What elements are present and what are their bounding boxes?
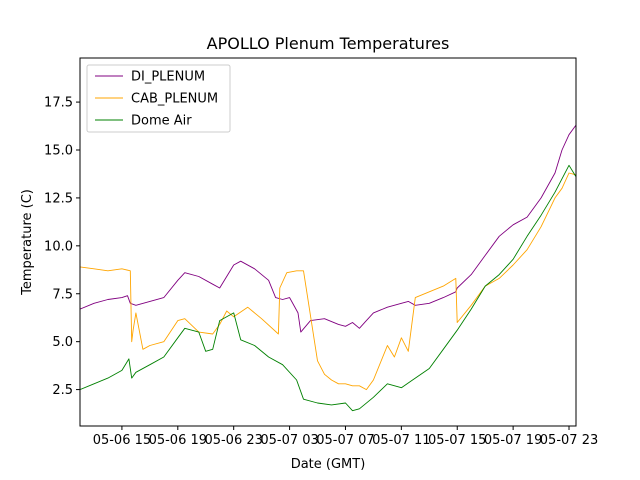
x-tick-label-0: 05-06 15: [93, 433, 151, 448]
series-line-di-plenum: [80, 124, 576, 333]
series-line-cab-plenum: [80, 172, 576, 391]
series-layer: [80, 124, 576, 412]
x-tick-label-8: 05-07 23: [540, 433, 598, 448]
plot-area: [79, 57, 577, 427]
x-tick-label-2: 05-06 23: [204, 433, 262, 448]
x-axis-label: Date (GMT): [291, 457, 366, 472]
y-tick-label-3: 10.0: [44, 239, 73, 254]
x-tick-label-3: 05-07 03: [260, 433, 318, 448]
chart-title: APOLLO Plenum Temperatures: [207, 34, 450, 53]
legend: DI_PLENUM CAB_PLENUM Dome Air: [86, 64, 231, 133]
x-tick-label-7: 05-07 19: [484, 433, 542, 448]
x-tick-label-6: 05-07 15: [428, 433, 486, 448]
y-tick-label-5: 15.0: [44, 144, 73, 159]
y-tick-label-1: 5.0: [52, 335, 73, 350]
y-tick-label-6: 17.5: [44, 96, 73, 111]
x-tick-label-1: 05-06 19: [149, 433, 207, 448]
legend-label-1: CAB_PLENUM: [131, 92, 218, 107]
x-tick-label-5: 05-07 11: [372, 433, 430, 448]
y-axis: 2.5 5.0 7.5 10.0 12.5 15.0 17.5: [44, 96, 80, 398]
y-tick-label-4: 12.5: [44, 191, 73, 206]
plot-frame: [79, 57, 577, 427]
legend-frame: [86, 64, 231, 133]
y-tick-label-2: 7.5: [52, 287, 73, 302]
series-line-dome-air: [80, 164, 576, 412]
y-axis-label: Temperature (C): [20, 189, 35, 296]
y-tick-label-0: 2.5: [52, 383, 73, 398]
x-tick-label-4: 05-07 07: [316, 433, 374, 448]
legend-label-2: Dome Air: [131, 114, 192, 129]
legend-label-0: DI_PLENUM: [131, 70, 205, 85]
